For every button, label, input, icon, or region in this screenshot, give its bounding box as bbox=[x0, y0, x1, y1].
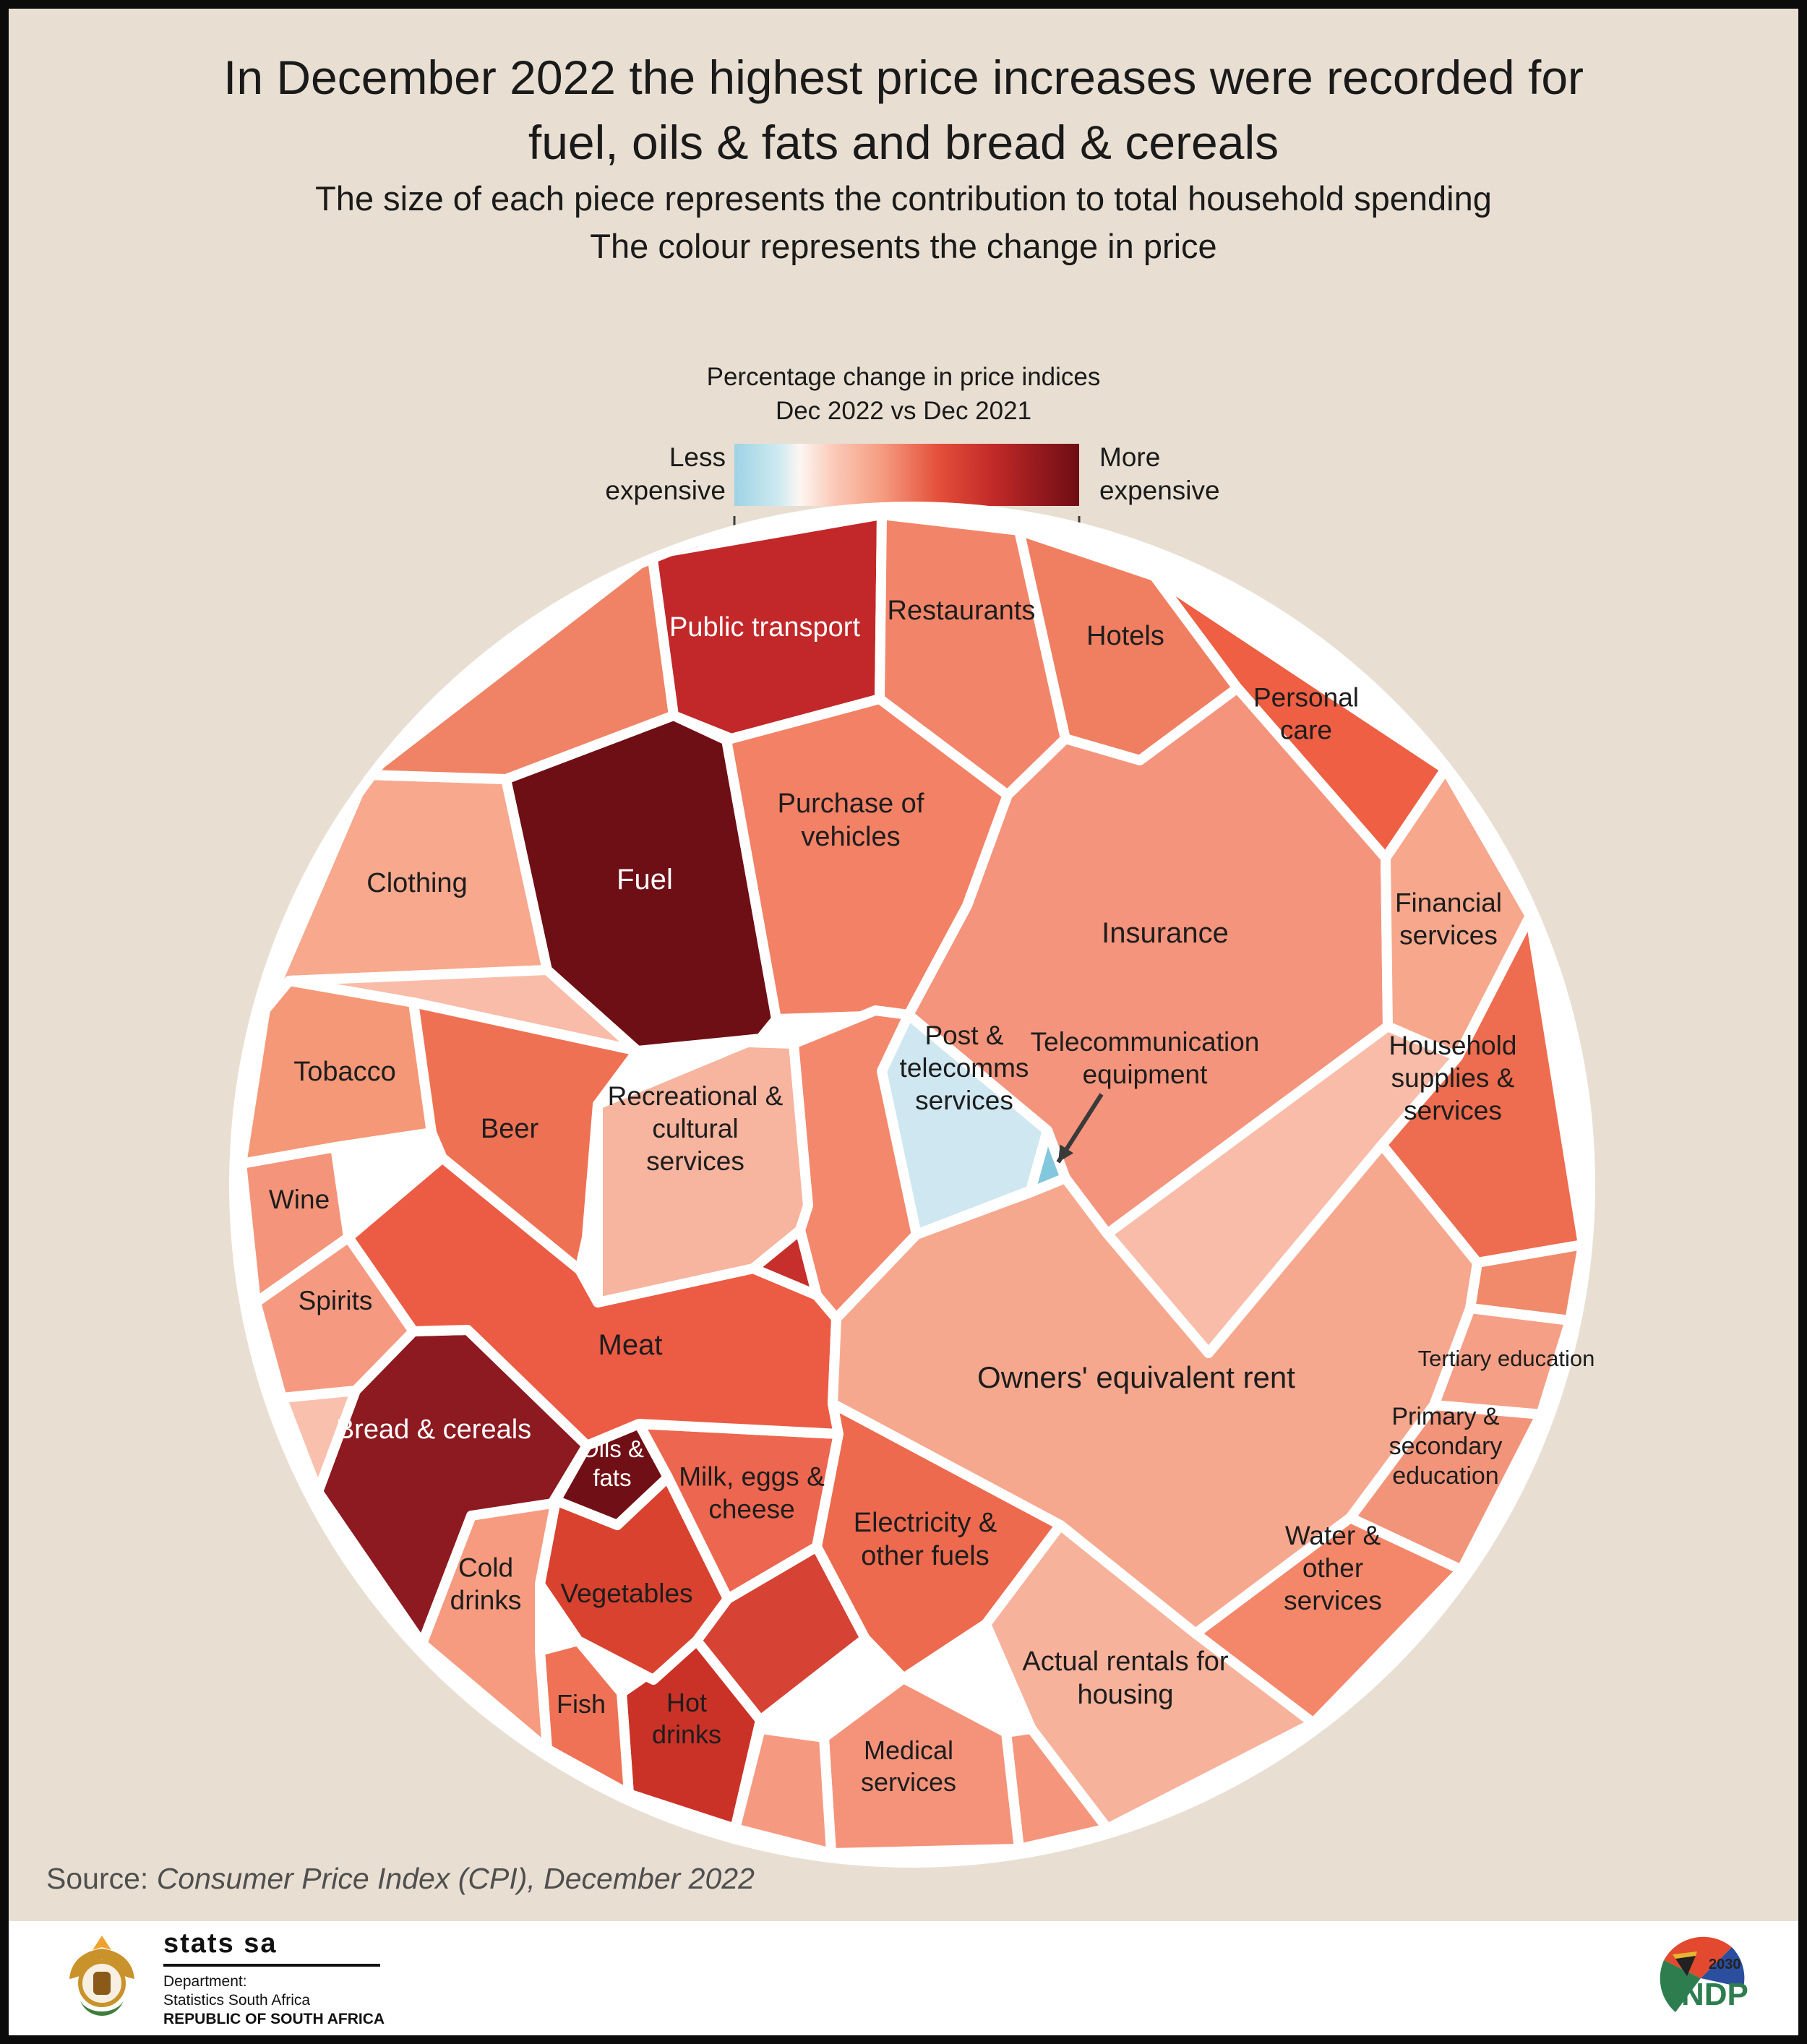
legend-title-line1: Percentage change in price indices bbox=[706, 363, 1101, 391]
ndp-logo-icon: NDP 2030 bbox=[1656, 1933, 1748, 2023]
cell-label-restaurants: Restaurants bbox=[888, 596, 1036, 626]
cell-label-purchase-of-vehicles: Purchase of vehicles bbox=[778, 789, 924, 852]
cell-label-clothing: Clothing bbox=[366, 868, 467, 898]
cell-label-oils-fats: Oils & fats bbox=[580, 1435, 644, 1491]
legend-title: Percentage change in price indices Dec 2… bbox=[707, 360, 1101, 428]
treemap-cells bbox=[239, 512, 1585, 1858]
cell-beer bbox=[408, 997, 643, 1275]
cell-label-public-transport: Public transport bbox=[669, 612, 860, 643]
cell-label-medical-services: Medical services bbox=[861, 1735, 956, 1797]
cell-label-household-supplies: Household supplies & services bbox=[1389, 1031, 1517, 1125]
voronoi-treemap: Public transport Restaurants Hotels Persona… bbox=[229, 502, 1595, 1868]
cell-label-vegetables: Vegetables bbox=[560, 1579, 692, 1608]
page-subtitle-line2: The colour represents the change in pric… bbox=[590, 227, 1217, 265]
legend-gradient-bar bbox=[734, 444, 1079, 506]
stats-sa-dept: Department: Statistics South Africa REPU… bbox=[163, 1972, 385, 2027]
cell-label-wine: Wine bbox=[269, 1185, 330, 1214]
footer-bar: stats sa Department: Statistics South Af… bbox=[9, 1921, 1798, 2035]
stats-sa-logo: stats sa Department: Statistics South Af… bbox=[59, 1928, 385, 2029]
cell-label-fish: Fish bbox=[557, 1689, 606, 1719]
cell-label-spirits: Spirits bbox=[299, 1286, 373, 1315]
cell-label-actual-rentals: Actual rentals for housing bbox=[1022, 1646, 1228, 1710]
stats-sa-rule bbox=[163, 1963, 380, 1967]
cell-unlabeled-center-triangle bbox=[748, 1225, 822, 1300]
source-prefix: Source: bbox=[46, 1862, 157, 1895]
cell-label-post-telecomms: Post & telecomms services bbox=[900, 1021, 1029, 1115]
treemap-labels: Public transport Restaurants Hotels Persona… bbox=[269, 596, 1595, 1797]
cell-label-milk-eggs-cheese: Milk, eggs & cheese bbox=[679, 1462, 825, 1524]
cell-fuel bbox=[501, 710, 781, 1056]
cell-electricity-other-fuels bbox=[812, 1399, 1065, 1683]
cell-label-tobacco: Tobacco bbox=[293, 1057, 396, 1087]
stats-sa-brand: stats sa bbox=[163, 1928, 278, 1959]
cell-medical-services bbox=[819, 1673, 1024, 1858]
legend-less-label: Less expensive bbox=[605, 442, 726, 505]
cell-label-recreational-cultural: Recreational & cultural services bbox=[608, 1081, 784, 1176]
cell-label-meat: Meat bbox=[598, 1329, 663, 1361]
legend-more-label: More expensive bbox=[1099, 442, 1220, 505]
annotation-telecom-equipment: Telecommunication equipment bbox=[1031, 1027, 1260, 1089]
title-block: In December 2022 the highest price incre… bbox=[9, 45, 1798, 270]
svg-text:NDP: NDP bbox=[1681, 1977, 1748, 2012]
cell-label-personal-care: Personal care bbox=[1253, 683, 1359, 745]
page-title-line1: In December 2022 the highest price incre… bbox=[223, 51, 1584, 104]
source-line: Source: Consumer Price Index (CPI), Dece… bbox=[46, 1862, 755, 1896]
ndp-logo: NDP 2030 bbox=[1654, 1931, 1748, 2025]
stats-sa-emblem-icon bbox=[69, 1936, 134, 2016]
cell-label-fuel: Fuel bbox=[617, 864, 673, 896]
cell-label-cold-drinks: Cold drinks bbox=[450, 1553, 522, 1615]
cell-label-owners-equivalent-rent: Owners' equivalent rent bbox=[977, 1360, 1295, 1394]
source-text: Consumer Price Index (CPI), December 202… bbox=[156, 1862, 755, 1895]
cell-label-water-other-services: Water & other services bbox=[1284, 1521, 1382, 1615]
legend-title-line2: Dec 2022 vs Dec 2021 bbox=[775, 397, 1032, 425]
cell-label-tertiary-education: Tertiary education bbox=[1418, 1346, 1595, 1371]
stats-sa-text: stats sa Department: Statistics South Af… bbox=[163, 1928, 385, 2029]
cell-owners-equivalent-rent bbox=[828, 1140, 1482, 1639]
annotation-arrow-head bbox=[1058, 1144, 1074, 1162]
cell-label-electricity-other-fuels: Electricity & other fuels bbox=[854, 1508, 997, 1571]
svg-text:2030: 2030 bbox=[1709, 1957, 1741, 1972]
page-title-line2: fuel, oils & fats and bread & cereals bbox=[528, 116, 1279, 169]
cell-fish bbox=[535, 1636, 634, 1799]
cell-label-primary-secondary-education: Primary & secondary education bbox=[1389, 1403, 1503, 1490]
cell-label-beer: Beer bbox=[481, 1114, 539, 1144]
page-subtitle-line1: The size of each piece represents the co… bbox=[315, 179, 1492, 218]
cell-label-financial-services: Financial services bbox=[1395, 888, 1502, 950]
cell-label-hotels: Hotels bbox=[1086, 621, 1164, 651]
cell-label-insurance: Insurance bbox=[1102, 917, 1229, 949]
cell-label-hot-drinks: Hot drinks bbox=[652, 1688, 721, 1749]
cell-label-bread-cereals: Bread & cereals bbox=[336, 1414, 531, 1445]
